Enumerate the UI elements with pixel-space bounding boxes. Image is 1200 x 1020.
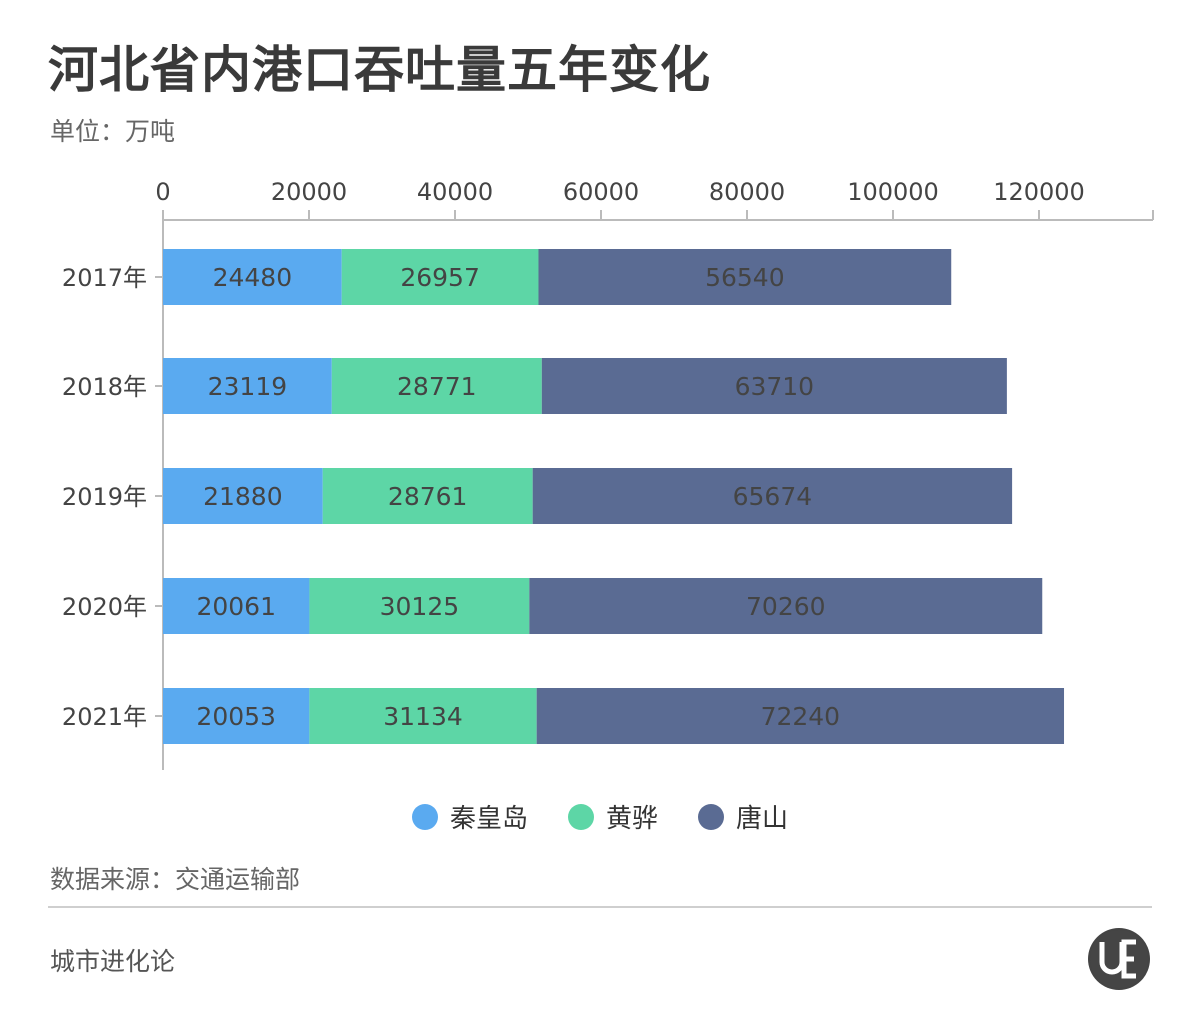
bar-value-label: 28761 [388,482,468,511]
y-tick-label: 2020年 [62,593,147,621]
unit-label: 单位：万吨 [50,117,176,146]
x-tick-label: 0 [155,178,170,206]
bar-segment [163,688,310,744]
bar-segment [163,358,332,414]
bar-segment [163,578,310,634]
bar-segment [536,688,1065,744]
legend-item-tangshan: 唐山 [698,798,788,835]
bar-value-label: 23119 [208,372,288,401]
legend-dot-qinhuangdao [411,803,438,830]
legend-label-huanghua: 黄骅 [605,804,658,834]
x-tick-label: 60000 [563,178,639,206]
x-tick-label: 100000 [847,178,939,206]
bar-value-label: 20061 [196,592,276,621]
legend-item-qinhuangdao: 秦皇岛 [411,798,528,835]
x-tick-label: 40000 [417,178,493,206]
x-tick-label: 120000 [993,178,1085,206]
x-tick-label: 80000 [709,178,785,206]
bar-value-label: 21880 [203,482,283,511]
bar-value-label: 72240 [761,702,841,731]
legend-label-tangshan: 唐山 [736,804,789,834]
bar-value-label: 30125 [380,592,460,621]
bar-value-label: 56540 [705,263,785,292]
legend-dot-tangshan [698,803,724,830]
legend-dot-huanghua [567,803,594,830]
legend: 秦皇岛 黄骅 唐山 [0,798,1200,835]
bar-segment [331,358,542,414]
bar-segment [309,578,530,634]
y-tick-label: 2018年 [62,373,147,401]
brand-logo [1088,928,1150,990]
y-tick-label: 2019年 [62,483,147,511]
x-tick-label: 20000 [271,178,347,206]
footer-divider [48,906,1152,908]
bar-segment [163,249,342,305]
stacked-bar-chart: 0 20000 40000 60000 80000 100000 120000 2017年 20… [62,178,1154,770]
bar-segment [322,468,533,524]
bar-value-label: 24480 [213,263,293,292]
y-tick-label: 2017年 [62,264,147,292]
bar-segment [529,578,1043,634]
bar-value-label: 28771 [397,372,477,401]
chart-title: 河北省内港口吞吐量五年变化 [48,41,711,99]
bar-value-label: 70260 [746,592,826,621]
bar-segment [541,358,1007,414]
brand-name: 城市进化论 [50,947,176,976]
bar-segment [163,468,323,524]
y-tick-label: 2021年 [62,703,147,731]
legend-label-qinhuangdao: 秦皇岛 [449,804,528,834]
bar-value-label: 20053 [196,702,276,731]
bar-value-label: 31134 [383,702,463,731]
bars-layer [163,249,1065,744]
bar-value-label: 65674 [733,482,813,511]
ue-logo-icon [1090,930,1148,988]
legend-item-huanghua: 黄骅 [567,798,658,835]
bar-value-label: 26957 [400,263,480,292]
data-source: 数据来源：交通运输部 [50,865,301,894]
bar-segment [538,249,952,305]
labels-layer: 24480 26957 56540 23119 28771 63710 21880 28761… [196,263,840,731]
bar-segment [341,249,539,305]
axis-layer: 0 20000 40000 60000 80000 100000 120000 2017年 20… [62,178,1154,770]
bar-value-label: 63710 [735,372,815,401]
bar-segment [309,688,537,744]
bar-segment [532,468,1013,524]
